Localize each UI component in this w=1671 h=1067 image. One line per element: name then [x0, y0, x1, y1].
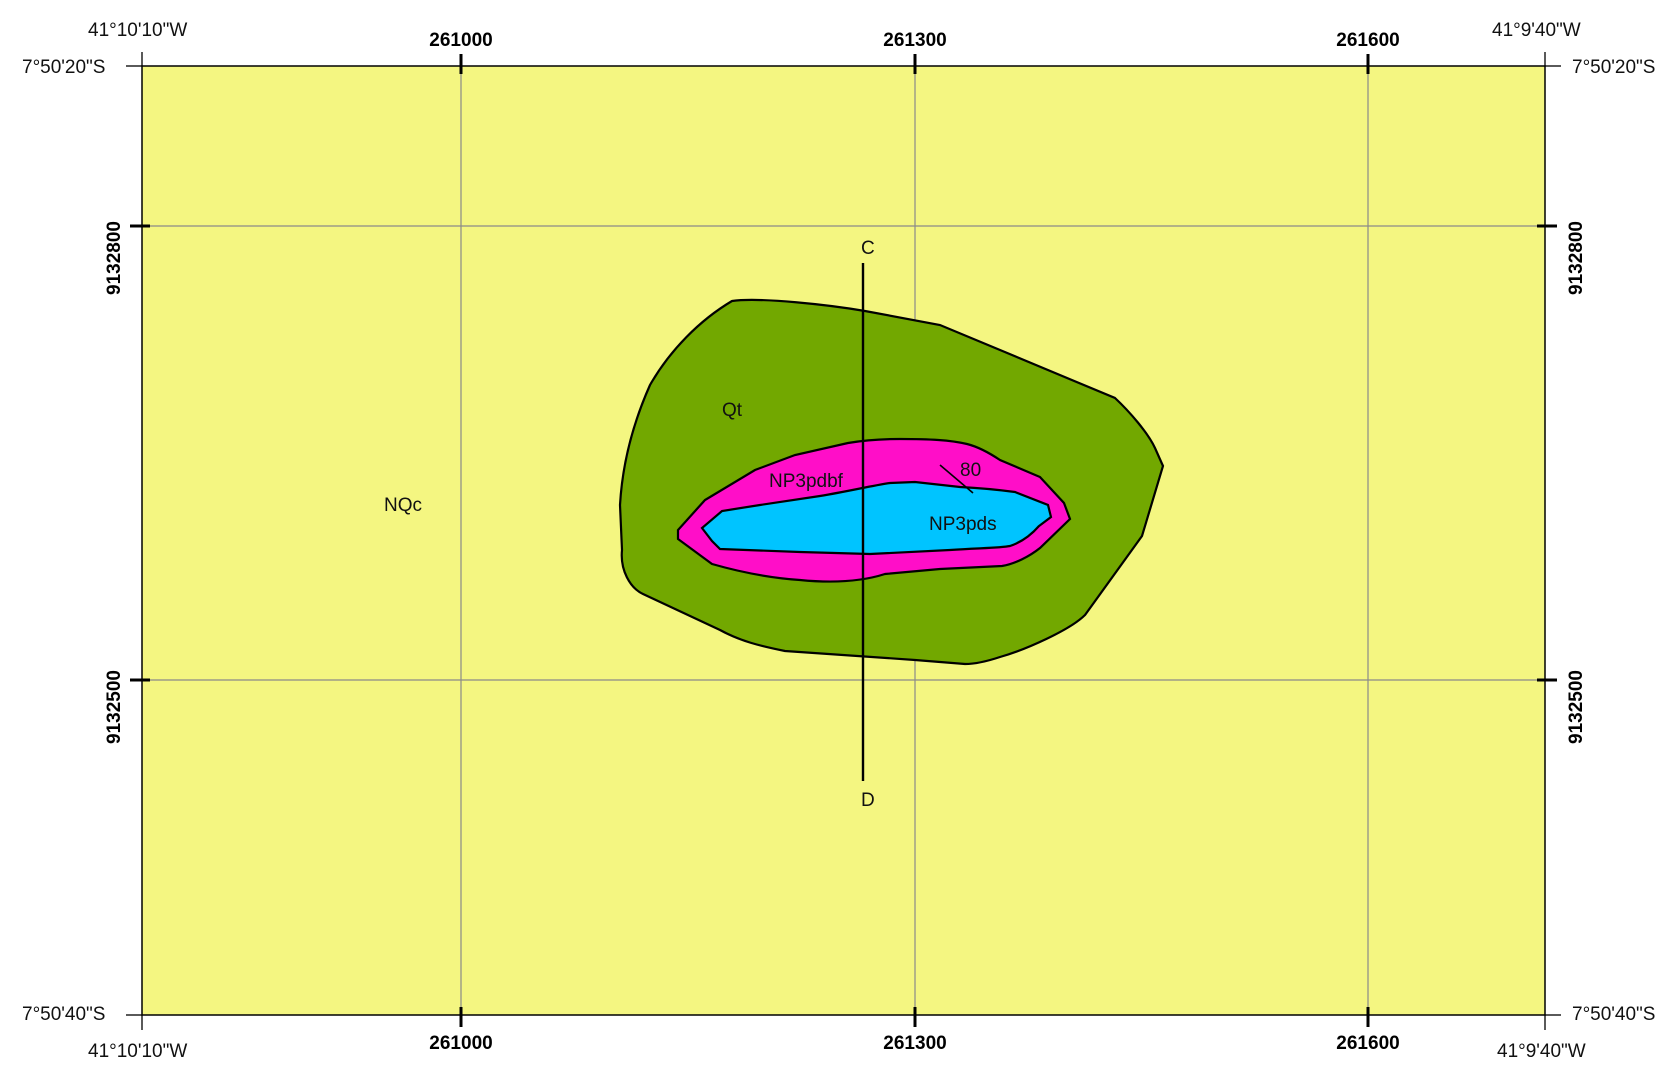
northing-label-right-9132800: 9132800 [1566, 221, 1587, 295]
easting-label-bottom-261000: 261000 [429, 1033, 492, 1054]
easting-label-top-261000: 261000 [429, 30, 492, 51]
northing-label-left-9132800: 9132800 [104, 221, 125, 295]
unit-label-np3pds: NP3pds [929, 514, 997, 535]
section-label-d: D [861, 790, 875, 811]
tick-marks [130, 54, 1557, 1027]
corner-ticks [126, 52, 1561, 1030]
section-label-c: C [861, 238, 875, 259]
northing-label-right-9132500: 9132500 [1566, 670, 1587, 744]
easting-label-bottom-261600: 261600 [1336, 1033, 1399, 1054]
northing-label-left-9132500: 9132500 [104, 670, 125, 744]
corner-lat-bottom-right: 7°50'40"S [1572, 1004, 1655, 1025]
corner-lon-top-left: 41°10'10"W [88, 20, 187, 41]
corner-lat-bottom-left: 7°50'40"S [22, 1004, 105, 1025]
dip-symbol [939, 464, 974, 494]
corner-lon-bottom-right: 41°9'40"W [1497, 1041, 1586, 1062]
unit-label-np3pdbf: NP3pdbf [769, 471, 844, 492]
unit-label-qt: Qt [722, 400, 743, 421]
unit-label-nqc: NQc [384, 495, 422, 516]
corner-lon-top-right: 41°9'40"W [1492, 20, 1581, 41]
coordinate-grid [142, 66, 1545, 1015]
easting-label-bottom-261300: 261300 [883, 1033, 946, 1054]
corner-lon-bottom-left: 41°10'10"W [88, 1041, 187, 1062]
corner-lat-top-right: 7°50'20"S [1572, 57, 1655, 78]
dip-value-label: 80 [960, 460, 981, 481]
easting-label-top-261300: 261300 [883, 30, 946, 51]
corner-lat-top-left: 7°50'20"S [22, 57, 105, 78]
easting-label-top-261600: 261600 [1336, 30, 1399, 51]
